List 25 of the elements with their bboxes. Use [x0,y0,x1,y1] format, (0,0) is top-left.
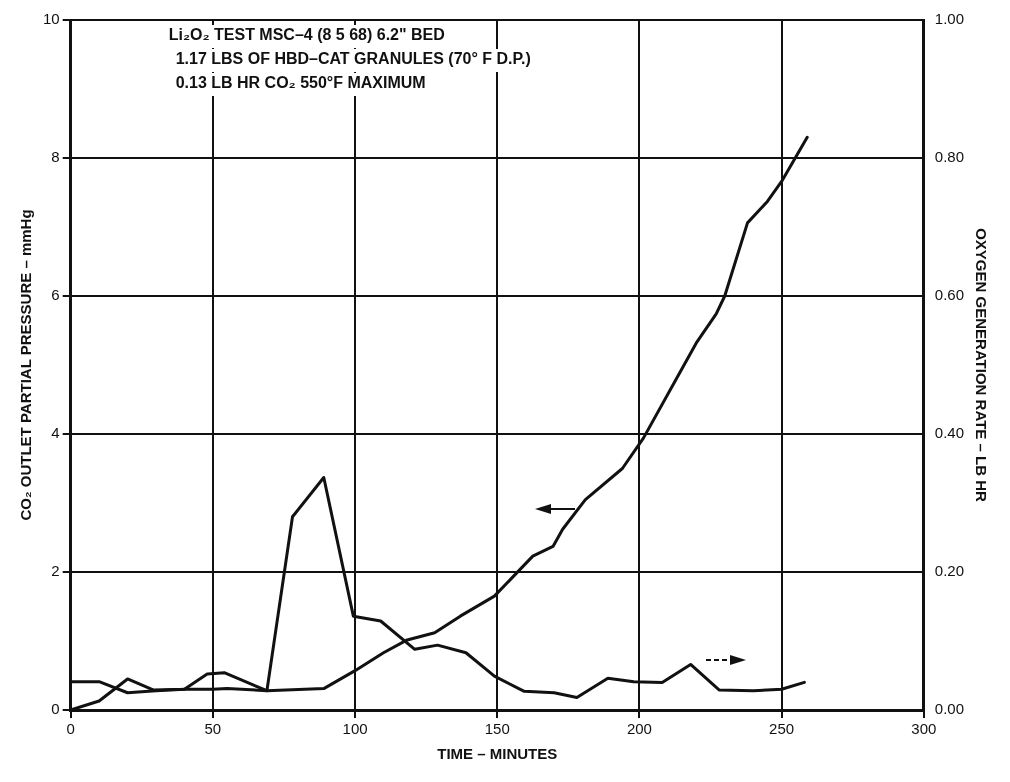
x-tick-label: 100 [342,720,368,738]
x-tick-label: 50 [204,720,222,738]
y2-tick-label: 0.60 [934,286,965,304]
annotation: 0.13 LB HR CO₂ 550°F MAXIMUM [175,74,426,92]
chart-title: Li₂O₂ TEST MSC–4 (8 5 68) 6.2" BED [168,26,445,44]
x-tick-label: 300 [911,720,937,738]
y2-axis-title: OXYGEN GENERATION RATE – LB HR [972,228,990,502]
y2-tick-label: 0.20 [934,562,965,580]
x-tick-label: 250 [769,720,795,738]
y-axis-title: CO₂ OUTLET PARTIAL PRESSURE – mmHg [17,209,35,521]
y2-tick-label: 0.80 [934,148,965,166]
y-tick-label: 2 [51,562,60,580]
x-tick-label: 150 [484,720,510,738]
text: 1.17 LBS OF HBD–CAT GRANULES (70° F D.P.) [175,50,531,68]
y2-tick-label: 0.40 [934,424,965,442]
y-tick-label: 8 [51,148,60,166]
y-tick-label: 4 [51,424,60,442]
y-tick-label: 10 [43,10,60,28]
y2-tick-label: 1.00 [934,10,965,28]
y-tick-label: 0 [51,700,60,718]
y-tick-label: 6 [51,286,60,304]
y2-tick-label: 0.00 [934,700,965,718]
x-tick-label: 0 [66,720,75,738]
x-tick-label: 200 [626,720,652,738]
x-axis-title: TIME – MINUTES [437,745,558,763]
